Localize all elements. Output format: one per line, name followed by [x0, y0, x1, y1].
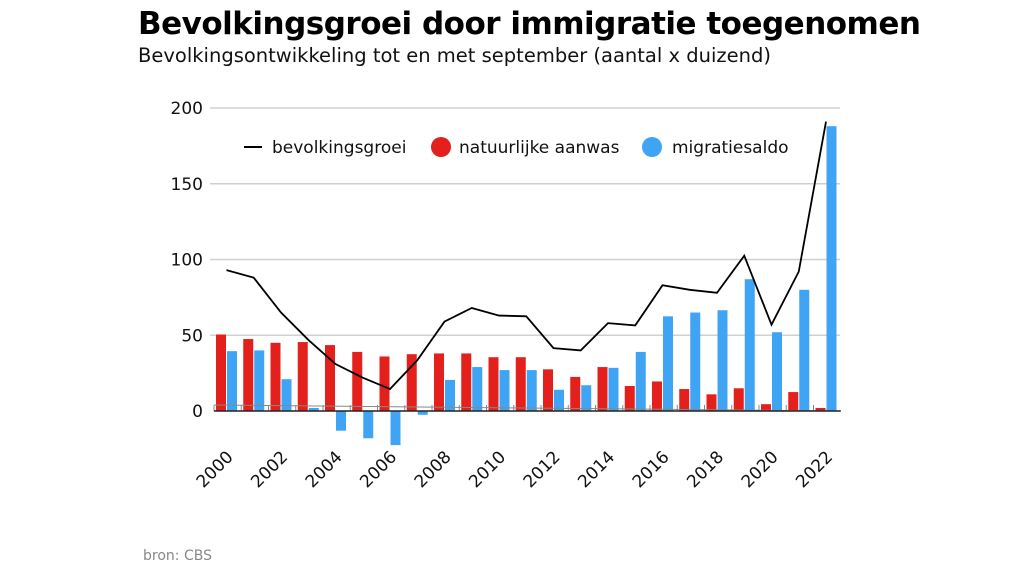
y-tick-label: 200	[171, 99, 203, 119]
y-tick-label: 0	[192, 402, 203, 422]
legend-label: natuurlijke aanwas	[459, 138, 620, 158]
bar-natuurlijke-aanwas-2010	[488, 357, 499, 411]
bar-natuurlijke-aanwas-2004	[325, 345, 335, 411]
bar-natuurlijke-aanwas-2021	[788, 392, 799, 411]
bar-migratiesaldo-2007	[417, 411, 428, 415]
bar-natuurlijke-aanwas-2016	[652, 381, 662, 411]
bar-migratiesaldo-2012	[554, 389, 564, 411]
bar-migratiesaldo-2005	[363, 411, 374, 439]
bar-migratiesaldo-2016	[663, 316, 673, 411]
bar-natuurlijke-aanwas-2008	[434, 353, 444, 411]
bar-natuurlijke-aanwas-2003	[297, 342, 308, 411]
x-tick-label: 2006	[356, 447, 401, 492]
bar-migratiesaldo-2015	[635, 351, 646, 411]
source-note: bron: CBS	[143, 548, 212, 564]
bar-natuurlijke-aanwas-2005	[352, 351, 363, 411]
bar-natuurlijke-aanwas-2015	[624, 386, 635, 411]
x-tick-label: 2016	[629, 447, 674, 492]
legend-label: bevolkingsgroei	[272, 138, 406, 158]
x-tick-label: 2008	[411, 447, 456, 492]
bar-migratiesaldo-2009	[472, 367, 483, 411]
x-tick-label: 2010	[465, 447, 510, 492]
x-tick-label: 2002	[247, 447, 292, 492]
bar-natuurlijke-aanwas-2013	[570, 376, 581, 411]
line-bevolkingsgroei	[226, 121, 827, 391]
bar-migratiesaldo-2001	[254, 350, 265, 411]
bar-natuurlijke-aanwas-2022	[815, 407, 826, 411]
x-tick-label: 2004	[302, 447, 347, 492]
bar-migratiesaldo-2020	[772, 332, 782, 411]
bar-natuurlijke-aanwas-2017	[679, 389, 690, 411]
bar-natuurlijke-aanwas-2018	[706, 394, 717, 411]
bar-migratiesaldo-2008	[445, 379, 455, 411]
bar-migratiesaldo-2003	[308, 407, 319, 411]
bar-natuurlijke-aanwas-2001	[243, 339, 254, 411]
y-tick-label: 150	[171, 175, 203, 195]
bar-natuurlijke-aanwas-2009	[461, 353, 472, 411]
x-tick-label: 2014	[574, 447, 619, 492]
y-tick-label: 100	[171, 251, 203, 271]
bar-natuurlijke-aanwas-2011	[515, 357, 526, 411]
legend: bevolkingsgroei natuurlijke aanwas migrati…	[244, 137, 789, 158]
bar-migratiesaldo-2017	[690, 312, 701, 411]
bar-migratiesaldo-2021	[799, 289, 810, 411]
bar-natuurlijke-aanwas-2014	[597, 367, 608, 411]
bar-migratiesaldo-2000	[227, 351, 237, 411]
bar-migratiesaldo-2006	[390, 411, 401, 446]
bar-natuurlijke-aanwas-2007	[406, 354, 417, 411]
y-tick-label: 50	[181, 326, 203, 346]
bar-natuurlijke-aanwas-2012	[543, 369, 553, 411]
bar-natuurlijke-aanwas-2000	[216, 334, 226, 411]
bar-migratiesaldo-2022	[826, 126, 837, 412]
legend-label: migratiesaldo	[672, 138, 789, 158]
x-tick	[213, 404, 841, 412]
chart-subtitle: Bevolkingsontwikkeling tot en met septem…	[138, 44, 771, 67]
bar-migratiesaldo-2018	[717, 310, 728, 411]
bar-migratiesaldo-2002	[281, 379, 292, 411]
bar-natuurlijke-aanwas-2020	[761, 404, 771, 411]
bar-natuurlijke-aanwas-2006	[379, 356, 390, 411]
bar-migratiesaldo-2004	[336, 411, 346, 431]
bar-natuurlijke-aanwas-2002	[270, 342, 281, 411]
x-tick-label: 2020	[738, 447, 783, 492]
bar-migratiesaldo-2019	[744, 279, 755, 411]
bar-migratiesaldo-2013	[581, 385, 592, 411]
x-tick-label: 2000	[193, 447, 238, 492]
legend-dot-icon	[431, 137, 451, 157]
bar-migratiesaldo-2014	[608, 367, 619, 411]
bar-migratiesaldo-2011	[526, 370, 537, 411]
x-tick-label: 2022	[792, 447, 837, 492]
x-tick-label: 2012	[520, 447, 565, 492]
chart-title: Bevolkingsgroei door immigratie toegenom…	[138, 6, 921, 42]
bar-migratiesaldo-2010	[499, 370, 510, 411]
legend-dot-icon	[642, 137, 662, 157]
bar-natuurlijke-aanwas-2019	[733, 388, 744, 411]
x-tick-label: 2018	[683, 447, 728, 492]
